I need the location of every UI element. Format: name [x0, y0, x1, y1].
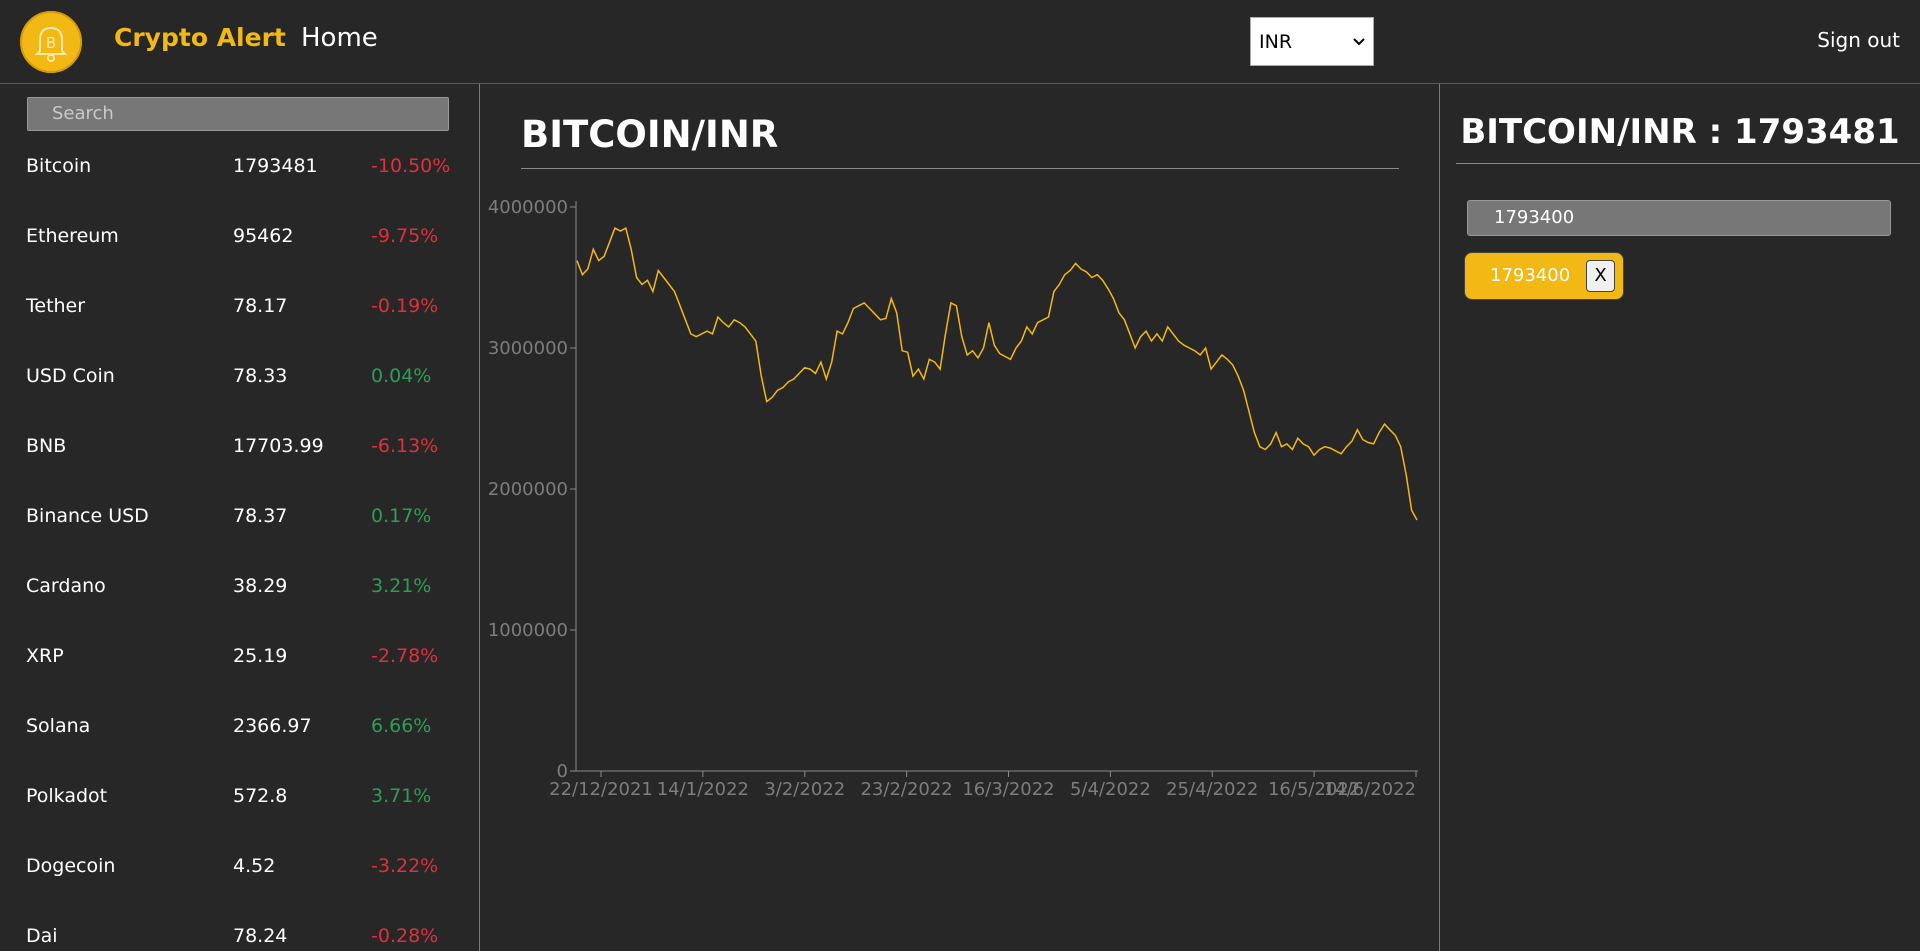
y-tick-label: 3000000 [488, 338, 568, 359]
x-tick-label: 25/4/2022 [1166, 779, 1258, 800]
alert-panel: BITCOIN/INR : 1793481 1793400 1793400 X [1440, 84, 1920, 951]
coin-change: -10.50% [371, 155, 451, 177]
coin-row[interactable]: Cardano 38.29 3.21% [26, 571, 466, 601]
svg-text:B: B [46, 34, 56, 52]
coin-price: 572.8 [233, 785, 288, 807]
x-tick-label: 5/4/2022 [1070, 779, 1151, 800]
coin-change: 0.17% [371, 505, 432, 527]
alert-price-input[interactable]: 1793400 [1467, 200, 1891, 236]
coin-name: Tether [26, 295, 86, 317]
x-tick-label: 14/6/2022 [1324, 779, 1416, 800]
x-tick-label: 3/2/2022 [764, 779, 845, 800]
coin-change: 3.71% [371, 785, 432, 807]
coin-price: 78.33 [233, 365, 288, 387]
coin-price: 78.37 [233, 505, 288, 527]
sign-out-link[interactable]: Sign out [1817, 28, 1900, 52]
current-price-heading: BITCOIN/INR : 1793481 [1460, 112, 1900, 152]
coin-price: 2366.97 [233, 715, 312, 737]
x-tick-label: 16/5/2022 [1268, 779, 1360, 800]
y-tick-label: 0 [557, 761, 568, 782]
brand-title[interactable]: Crypto Alert [114, 23, 286, 52]
coin-row[interactable]: Polkadot 572.8 3.71% [26, 781, 466, 811]
coin-row[interactable]: Ethereum 95462 -9.75% [26, 221, 466, 251]
y-tick-label: 4000000 [488, 197, 568, 218]
alert-heading-divider [1456, 163, 1920, 164]
coin-change: -9.75% [371, 225, 439, 247]
coin-row[interactable]: BNB 17703.99 -6.13% [26, 431, 466, 461]
coin-name: Cardano [26, 575, 106, 597]
coin-row[interactable]: Tether 78.17 -0.19% [26, 291, 466, 321]
coin-search-input[interactable]: Search [27, 97, 449, 131]
remove-alert-button[interactable]: X [1586, 260, 1615, 292]
coin-price: 78.17 [233, 295, 288, 317]
coin-price: 95462 [233, 225, 294, 247]
coin-name: Ethereum [26, 225, 119, 247]
coin-name: Bitcoin [26, 155, 92, 177]
coin-row[interactable]: Dai 78.24 -0.28% [26, 921, 466, 951]
coin-row[interactable]: Bitcoin 1793481 -10.50% [26, 151, 466, 181]
x-tick-label: 22/12/2021 [549, 779, 653, 800]
coin-name: Dogecoin [26, 855, 116, 877]
coin-change: -6.13% [371, 435, 439, 457]
coin-name: XRP [26, 645, 64, 667]
currency-select-value: INR [1259, 30, 1293, 53]
alert-chip: 1793400 X [1464, 252, 1624, 300]
coin-name: Binance USD [26, 505, 149, 527]
coin-change: -0.28% [371, 925, 439, 947]
coin-price: 4.52 [233, 855, 276, 877]
coin-price: 25.19 [233, 645, 288, 667]
x-tick-label: 14/1/2022 [657, 779, 749, 800]
coin-row[interactable]: USD Coin 78.33 0.04% [26, 361, 466, 391]
top-nav-bar: B Crypto Alert Home INR Sign out [0, 0, 1920, 84]
coin-name: USD Coin [26, 365, 115, 387]
coin-row[interactable]: Binance USD 78.37 0.17% [26, 501, 466, 531]
coin-price: 17703.99 [233, 435, 324, 457]
coin-price: 1793481 [233, 155, 318, 177]
coin-change: -0.19% [371, 295, 439, 317]
coin-name: Solana [26, 715, 91, 737]
coin-list-panel: Search Bitcoin 1793481 -10.50% Ethereum 9546… [0, 84, 480, 951]
chart-title: BITCOIN/INR [521, 113, 779, 156]
coin-name: Polkadot [26, 785, 108, 807]
coin-change: 6.66% [371, 715, 432, 737]
coin-price: 78.24 [233, 925, 288, 947]
coin-change: 3.21% [371, 575, 432, 597]
chart-title-divider [521, 168, 1399, 169]
coin-change: 0.04% [371, 365, 432, 387]
coin-name: BNB [26, 435, 67, 457]
y-tick-label: 2000000 [488, 479, 568, 500]
price-series-line [576, 226, 1418, 521]
coin-row[interactable]: XRP 25.19 -2.78% [26, 641, 466, 671]
home-link[interactable]: Home [301, 23, 378, 53]
coin-price: 38.29 [233, 575, 288, 597]
coin-change: -3.22% [371, 855, 439, 877]
y-tick-label: 1000000 [488, 620, 568, 641]
x-tick-label: 16/3/2022 [962, 779, 1054, 800]
coin-name: Dai [26, 925, 58, 947]
currency-select[interactable]: INR [1250, 17, 1374, 66]
coin-row[interactable]: Solana 2366.97 6.66% [26, 711, 466, 741]
alert-chip-value: 1793400 [1490, 265, 1571, 286]
x-tick-label: 23/2/2022 [860, 779, 952, 800]
coin-row[interactable]: Dogecoin 4.52 -3.22% [26, 851, 466, 881]
chevron-down-icon [1353, 38, 1365, 46]
chart-panel: BITCOIN/INR 0 1000000 2000000 3000000 400000… [480, 84, 1440, 951]
bitcoin-bell-logo-icon[interactable]: B [20, 11, 82, 73]
coin-change: -2.78% [371, 645, 439, 667]
